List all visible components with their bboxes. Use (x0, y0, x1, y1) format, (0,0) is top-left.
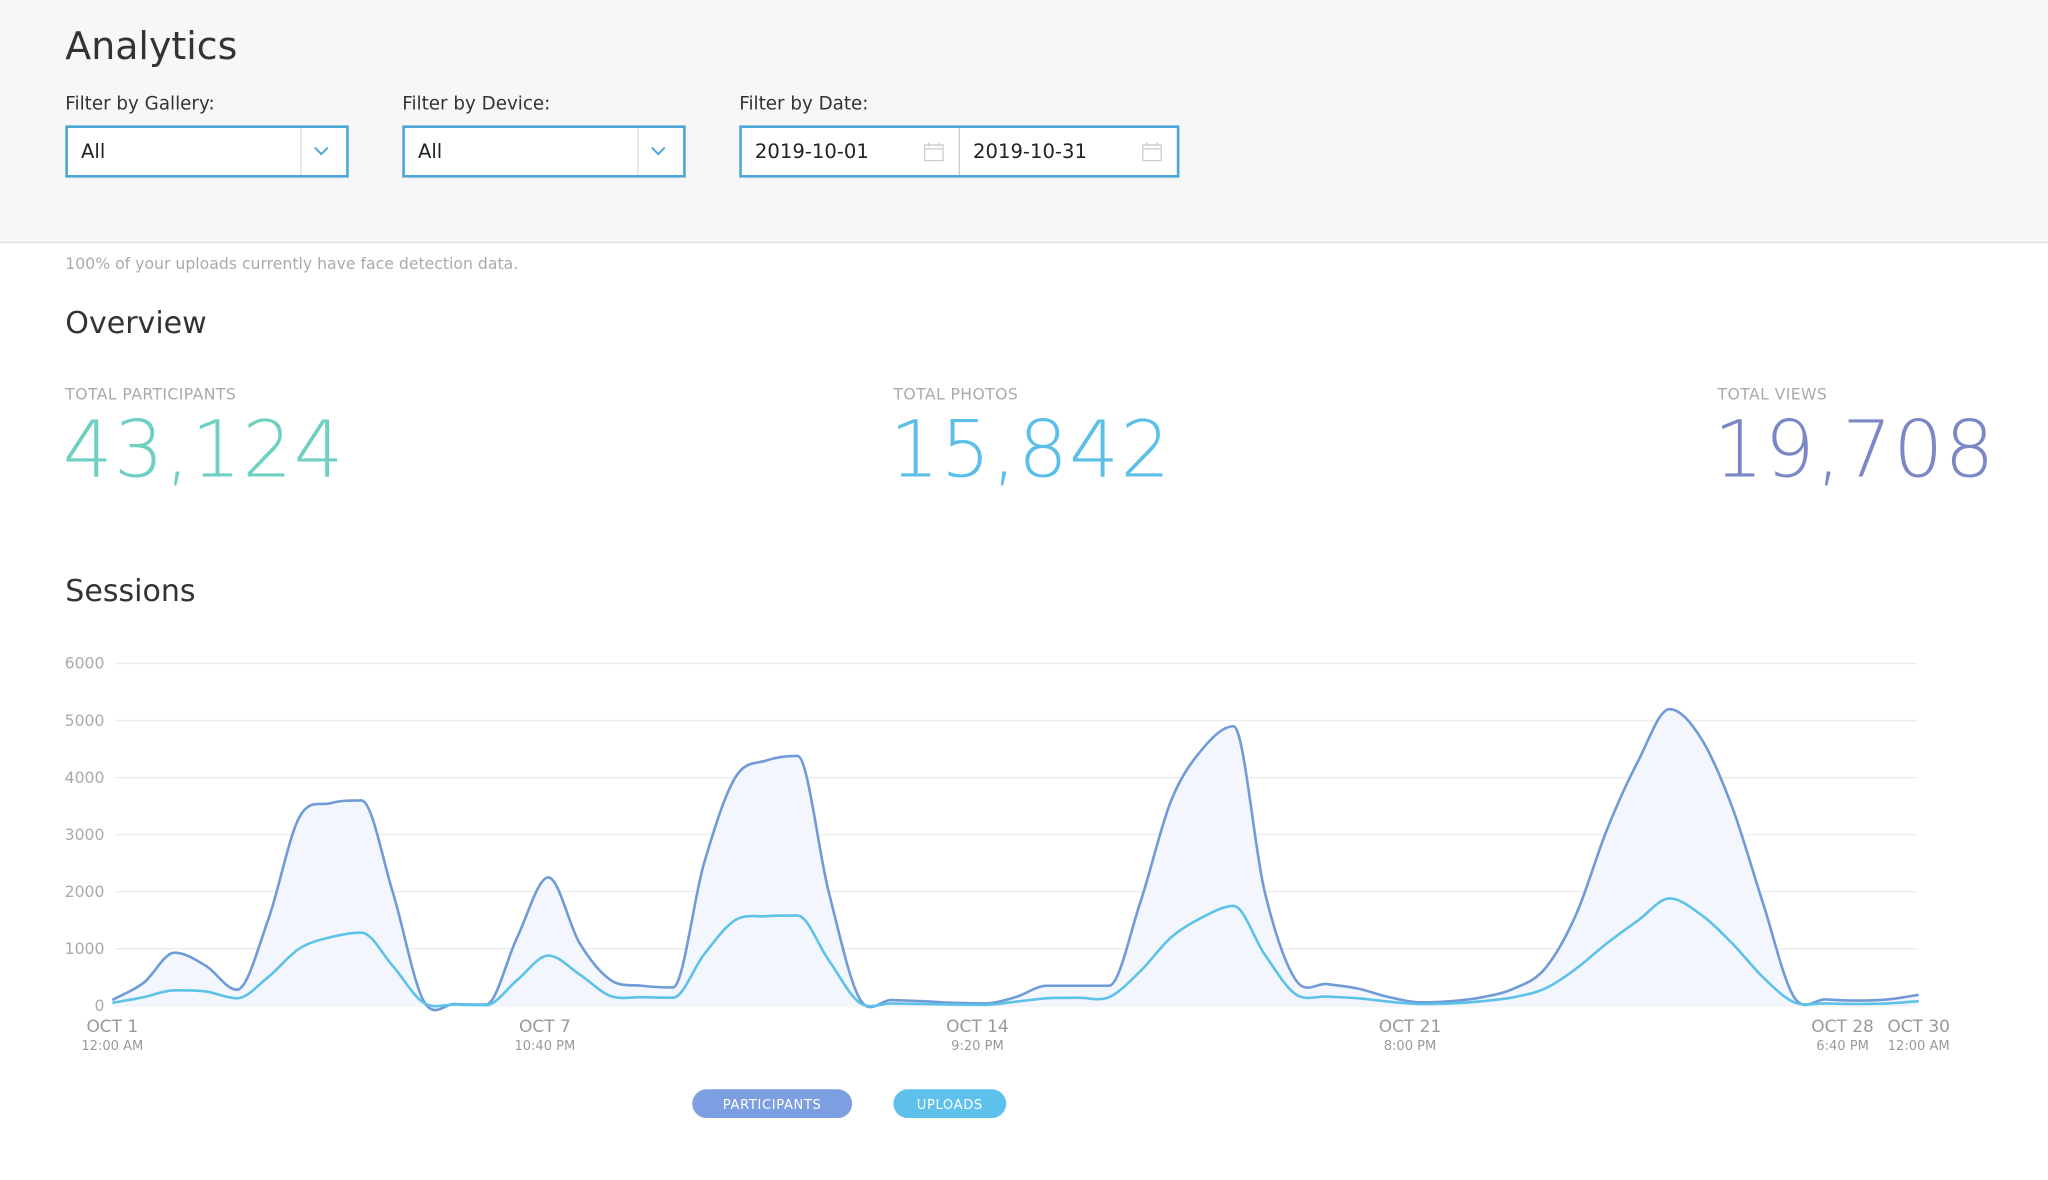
x-tick-date: OCT 28 (1811, 1017, 1874, 1037)
chart: 0 1000 2000 3000 4000 5000 6000 OCT 1 12:00 AM OC… (65, 654, 1950, 1119)
line (111, 707, 1919, 1012)
legend-label: UPLOADS (917, 1098, 983, 1113)
x-tick-time: 9:20 PM (951, 1039, 1004, 1054)
section-title: Overview (65, 306, 207, 341)
y-tick-label: 2000 (65, 882, 105, 901)
line (112, 897, 1919, 1008)
date-value: 2019-10-31 (973, 139, 1087, 164)
legend-item[interactable]: PARTICIPANTS (692, 1089, 853, 1119)
divider (958, 127, 960, 176)
x-tick-date: OCT 7 (519, 1017, 571, 1037)
area (112, 709, 1919, 1011)
divider (637, 127, 639, 176)
legend-item[interactable]: UPLOADS (893, 1089, 1007, 1119)
filter-label: Filter by Gallery: (65, 94, 215, 115)
chevron (651, 146, 666, 156)
y-tick-label: 6000 (65, 654, 105, 673)
stat-label: TOTAL PHOTOS (893, 385, 1019, 404)
device-select[interactable]: All (402, 125, 686, 178)
x-tick-date: OCT 30 (1887, 1017, 1950, 1037)
select-value: All (417, 139, 443, 164)
plot (111, 707, 1919, 1012)
y-tick-label: 1000 (65, 939, 105, 958)
y-tick-label: 0 (95, 996, 105, 1015)
stat-label: TOTAL PARTICIPANTS (65, 385, 237, 404)
legend-pill (893, 1089, 1007, 1119)
y-tick-label: 5000 (65, 711, 105, 730)
end-date[interactable]: 2019-10-31 (960, 128, 1177, 175)
x-tick-time: 8:00 PM (1384, 1039, 1437, 1054)
x-tick-date: OCT 14 (946, 1017, 1009, 1037)
x-tick-time: 10:40 PM (514, 1039, 575, 1054)
stat-value: 43,124 (62, 404, 345, 497)
x-tick-date: OCT 1 (86, 1017, 138, 1037)
start-date[interactable]: 2019-10-01 (742, 128, 959, 175)
stat-value: 19,708 (1713, 404, 1996, 497)
x-tick-time: 6:40 PM (1816, 1039, 1869, 1054)
x-tick-time: 12:00 AM (81, 1039, 143, 1054)
header (0, 0, 2048, 243)
stat-value: 15,842 (889, 404, 1172, 497)
chevron (314, 146, 329, 156)
stat-label: TOTAL VIEWS (1717, 385, 1828, 404)
gallery-select[interactable]: All (65, 125, 349, 178)
legend-pill (692, 1089, 853, 1119)
notice: 100% of your uploads currently have face… (65, 254, 519, 273)
page-title: Analytics (65, 23, 238, 68)
y-tick-label: 3000 (65, 825, 105, 844)
y-tick-label: 4000 (65, 768, 105, 787)
x-tick-date: OCT 21 (1379, 1017, 1442, 1037)
chart-title: Sessions (65, 574, 196, 609)
divider (300, 127, 302, 176)
filter-label: Filter by Device: (402, 94, 551, 115)
x-tick-time: 12:00 AM (1888, 1039, 1950, 1054)
calendar-icon (924, 142, 944, 162)
date-value: 2019-10-01 (754, 139, 869, 164)
date-range: 2019-10-01 2019-10-31 (739, 125, 1180, 178)
calendar-icon (1142, 142, 1162, 162)
legend-label: PARTICIPANTS (723, 1098, 822, 1113)
select-value: All (80, 139, 106, 164)
filter-label: Filter by Date: (739, 94, 869, 115)
